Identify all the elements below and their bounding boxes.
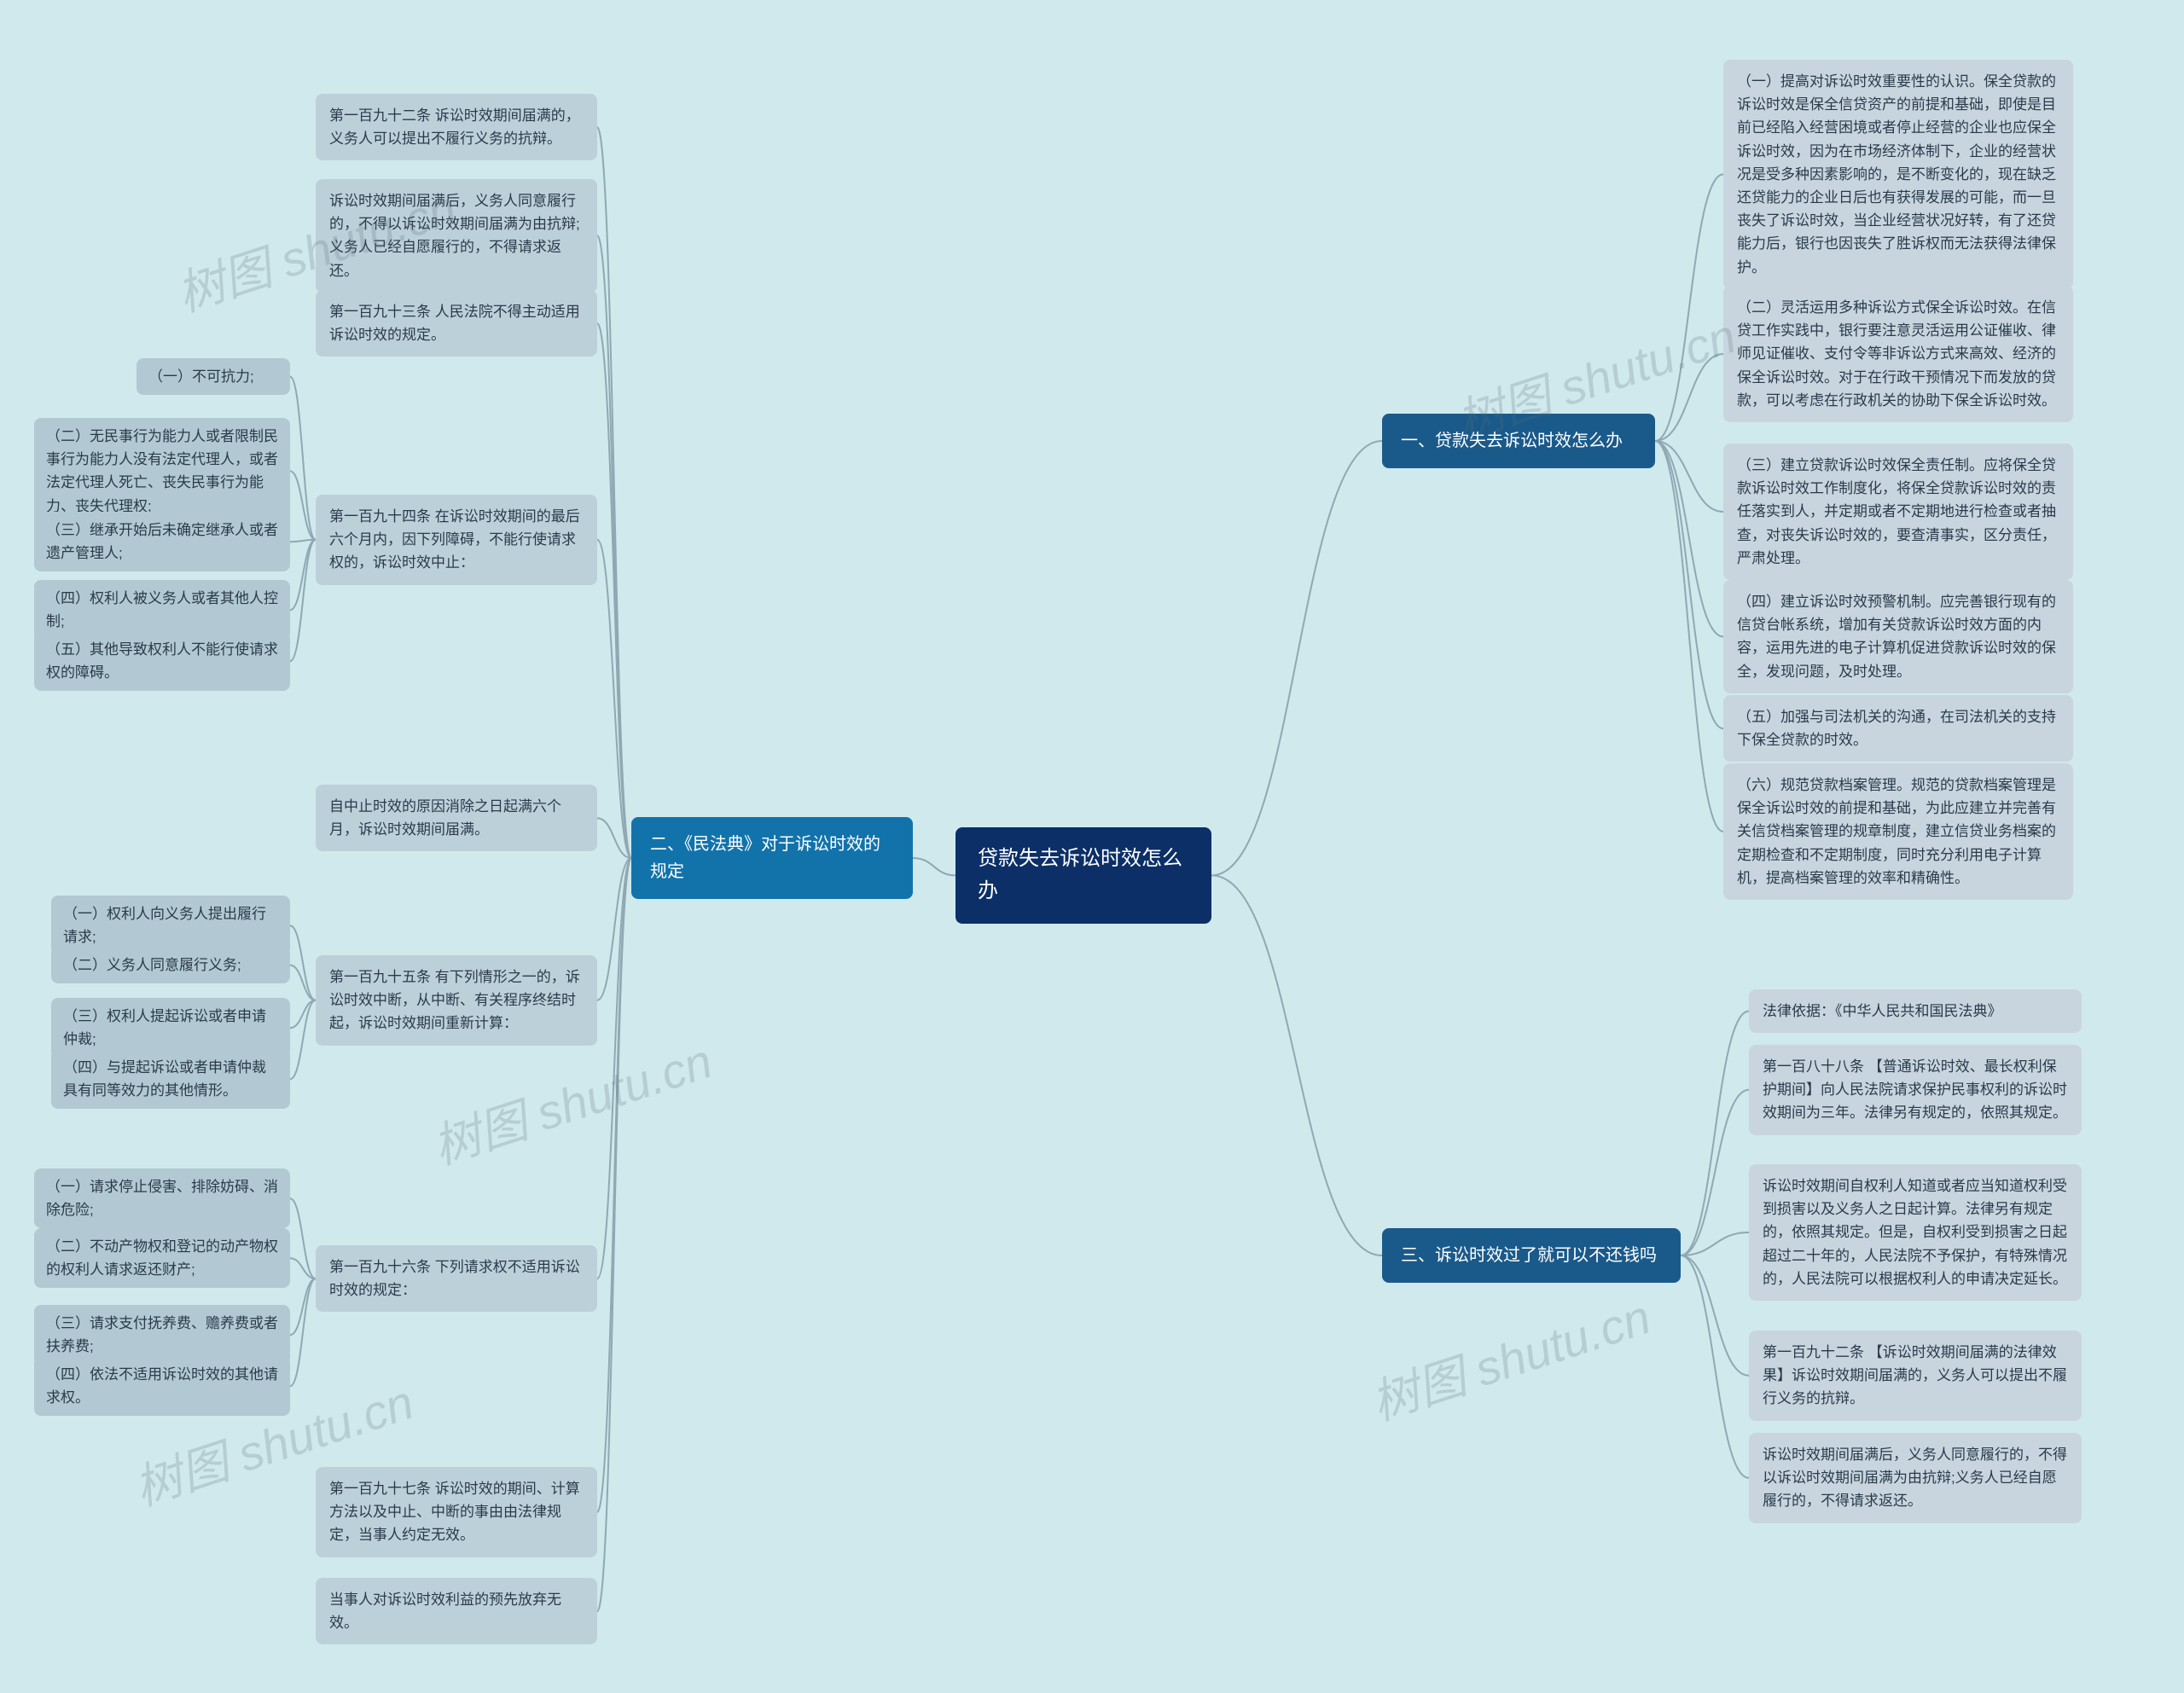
a195-item-3: （四）与提起诉讼或者申请仲裁具有同等效力的其他情形。 [51, 1049, 290, 1109]
b2-a196: 第一百九十六条 下列请求权不适用诉讼时效的规定： [316, 1245, 597, 1312]
b2-a194: 第一百九十四条 在诉讼时效期间的最后六个月内，因下列障碍，不能行使请求权的，诉讼… [316, 495, 597, 585]
b2-a193: 第一百九十三条 人民法院不得主动适用诉讼时效的规定。 [316, 290, 597, 357]
a194-item-0: （一）不可抗力; [136, 358, 290, 395]
branch1-leaf-0: （一）提高对诉讼时效重要性的认识。保全贷款的诉讼时效是保全信贷资产的前提和基础，… [1723, 60, 2073, 289]
b2-a197b: 当事人对诉讼时效利益的预先放弃无效。 [316, 1578, 597, 1644]
branch1-leaf-1: （二）灵活运用多种诉讼方式保全诉讼时效。在信贷工作实践中，银行要注意灵活运用公证… [1723, 286, 2073, 422]
branch3-leaf-1: 第一百八十八条 【普通诉讼时效、最长权利保护期间】向人民法院请求保护民事权利的诉… [1749, 1045, 2082, 1135]
branch-1: 一、贷款失去诉讼时效怎么办 [1382, 414, 1655, 468]
watermark: 树图 shutu.cn [423, 1023, 720, 1179]
branch1-leaf-3: （四）建立诉讼时效预警机制。应完善银行现有的信贷台帐系统，增加有关贷款诉讼时效方… [1723, 580, 2073, 693]
a196-item-1: （二）不动产物权和登记的动产物权的权利人请求返还财产; [34, 1228, 290, 1288]
branch3-leaf-3: 第一百九十二条 【诉讼时效期间届满的法律效果】诉讼时效期间届满的，义务人可以提出… [1749, 1331, 2082, 1421]
branch1-leaf-2: （三）建立贷款诉讼时效保全责任制。应将保全贷款诉讼时效工作制度化，将保全贷款诉讼… [1723, 444, 2073, 580]
a196-item-3: （四）依法不适用诉讼时效的其他请求权。 [34, 1356, 290, 1416]
a194-item-4: （五）其他导致权利人不能行使请求权的障碍。 [34, 631, 290, 691]
branch-3-label: 三、诉讼时效过了就可以不还钱吗 [1401, 1246, 1657, 1265]
b2-a197: 第一百九十七条 诉讼时效的期间、计算方法以及中止、中断的事由由法律规定，当事人约… [316, 1467, 597, 1557]
root-label: 贷款失去诉讼时效怎么办 [978, 847, 1182, 902]
branch1-leaf-4: （五）加强与司法机关的沟通，在司法机关的支持下保全贷款的时效。 [1723, 695, 2073, 762]
branch-1-label: 一、贷款失去诉讼时效怎么办 [1401, 432, 1623, 450]
watermark: 树图 shutu.cn [1362, 1279, 1658, 1435]
branch3-leaf-4: 诉讼时效期间届满后，义务人同意履行的，不得以诉讼时效期间届满为由抗辩;义务人已经… [1749, 1433, 2082, 1523]
a194-item-2: （三）继承开始后未确定继承人或者遗产管理人; [34, 512, 290, 571]
b2-a195: 第一百九十五条 有下列情形之一的，诉讼时效中断，从中断、有关程序终结时起，诉讼时… [316, 955, 597, 1046]
branch-2-label: 二、《民法典》对于诉讼时效的规定 [650, 835, 880, 881]
a195-item-1: （二）义务人同意履行义务; [51, 947, 290, 983]
branch1-leaf-5: （六）规范贷款档案管理。规范的贷款档案管理是保全诉讼时效的前提和基础，为此应建立… [1723, 763, 2073, 900]
a194-item-1: （二）无民事行为能力人或者限制民事行为能力人没有法定代理人，或者法定代理人死亡、… [34, 418, 290, 525]
a196-item-0: （一）请求停止侵害、排除妨碍、消除危险; [34, 1168, 290, 1228]
b2-a192b: 诉讼时效期间届满后，义务人同意履行的，不得以诉讼时效期间届满为由抗辩;义务人已经… [316, 179, 597, 293]
b2-a194b: 自中止时效的原因消除之日起满六个月，诉讼时效期间届满。 [316, 785, 597, 851]
b2-a192: 第一百九十二条 诉讼时效期间届满的，义务人可以提出不履行义务的抗辩。 [316, 94, 597, 160]
branch-2: 二、《民法典》对于诉讼时效的规定 [631, 817, 913, 899]
branch3-leaf-0: 法律依据：《中华人民共和国民法典》 [1749, 989, 2082, 1033]
root-node: 贷款失去诉讼时效怎么办 [956, 827, 1211, 924]
branch3-leaf-2: 诉讼时效期间自权利人知道或者应当知道权利受到损害以及义务人之日起计算。法律另有规… [1749, 1164, 2082, 1301]
branch-3: 三、诉讼时效过了就可以不还钱吗 [1382, 1228, 1681, 1283]
